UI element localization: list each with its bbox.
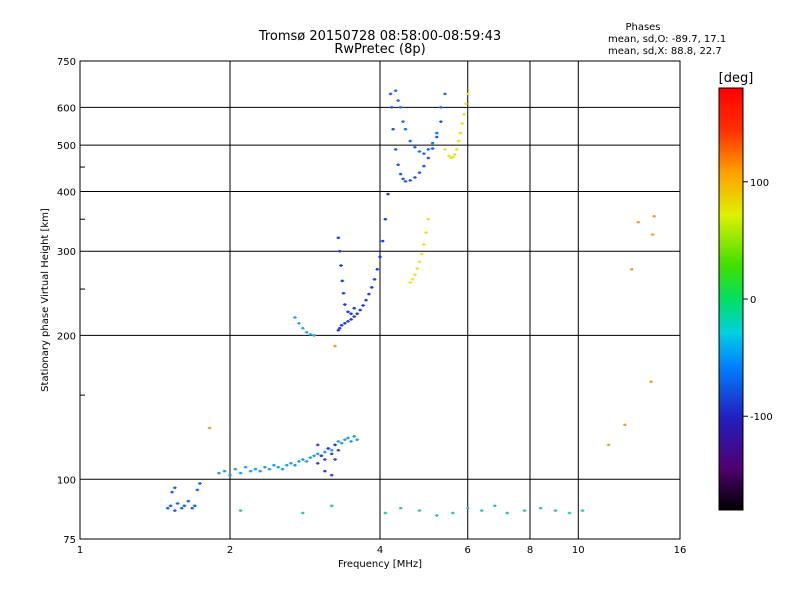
chart-title: Tromsø 20150728 08:58:00-08:59:43 — [258, 29, 501, 44]
series-f2-o-mode-cusp — [388, 92, 443, 183]
y-tick-label: 300 — [57, 247, 76, 258]
series-f-x-mode-lower — [408, 218, 431, 284]
series-scattered-low-echoes — [238, 504, 585, 517]
series-lower-f-spread — [315, 443, 341, 477]
series-f2-upper-spread — [393, 89, 447, 155]
series-es-trace-1-6-1-7-mhz — [170, 482, 202, 494]
x-tick-label: 1 — [77, 545, 83, 556]
colorbar-label: [deg] — [719, 71, 754, 86]
colorbar-ticks: 100 0 -100 — [743, 178, 773, 423]
x-tick-label: 4 — [377, 545, 383, 556]
colorbar-tick-label: 100 — [750, 178, 769, 189]
series-f-trace-upper-branch — [336, 236, 357, 315]
x-tick-label: 8 — [527, 545, 533, 556]
colorbar — [718, 87, 744, 511]
y-axis-label: Stationary phase Virtual Height [km] — [40, 208, 51, 392]
plot-frame — [79, 60, 681, 540]
x-axis-label: Frequency [MHz] — [338, 559, 422, 570]
y-tick-label: 75 — [63, 535, 76, 546]
x-tick-label: 16 — [674, 545, 687, 556]
y-tick-label: 100 — [57, 475, 76, 486]
series-e-layer-echoes — [165, 499, 197, 512]
series-f-trace-o-mode-3-3-4-2-mhz — [336, 192, 390, 332]
series-f2-x-mode — [442, 92, 470, 160]
x-tick-label: 6 — [465, 545, 471, 556]
x-tick-label: 10 — [572, 545, 585, 556]
y-tick-label: 500 — [57, 141, 76, 152]
y-tick-label: 750 — [57, 57, 76, 68]
phases-heading: Phases — [625, 22, 660, 33]
phases-mean-o: mean, sd,O: -89.7, 17.1 — [608, 34, 726, 45]
x-tick-label: 2 — [227, 545, 233, 556]
colorbar-tick-label: 0 — [750, 295, 756, 306]
series-lower-f-trace-1-9-3-4-mhz — [216, 435, 360, 477]
data-points — [165, 89, 657, 517]
y-tick-label: 400 — [57, 187, 76, 198]
colorbar-tick-label: -100 — [750, 412, 773, 423]
series-f1-cusp-trace — [292, 316, 317, 337]
y-tick-label: 200 — [57, 331, 76, 342]
axis-ticks: 1 2 4 6 8 10 16 75 100 200 300 400 500 600 750 — [57, 57, 686, 556]
series-isolated-points — [207, 215, 657, 447]
phases-mean-x: mean, sd,X: 88.8, 22.7 — [608, 46, 722, 57]
grid-lines — [80, 61, 680, 539]
y-tick-label: 600 — [57, 103, 76, 114]
chart-subtitle: RwPretec (8p) — [334, 42, 425, 57]
